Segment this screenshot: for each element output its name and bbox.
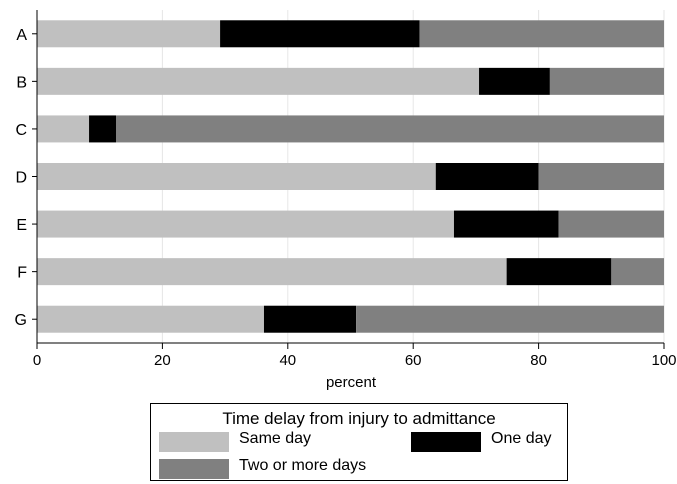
y-tick-label-E: E <box>16 217 27 234</box>
bar-C-two-or-more-days <box>116 115 664 143</box>
chart-plot: A B C D E F G 0 20 40 60 80 100 percent <box>15 10 677 391</box>
legend-item-same-day: Same day <box>159 430 312 452</box>
y-tick-label-D: D <box>15 170 27 187</box>
bars <box>37 20 664 333</box>
legend-label-two-or-more-days: Two or more days <box>239 457 367 474</box>
bar-B-same-day <box>37 67 480 95</box>
bar-G-one-day <box>263 305 357 333</box>
y-tick-label-B: B <box>16 74 27 91</box>
x-tick-label-100: 100 <box>651 352 676 369</box>
bar-B-one-day <box>479 67 550 95</box>
bar-A-two-or-more-days <box>419 20 664 48</box>
y-tick-label-C: C <box>15 122 27 139</box>
bar-G-same-day <box>37 305 264 333</box>
legend-item-two-or-more-days: Two or more days <box>159 457 367 479</box>
bar-D-one-day <box>435 163 539 190</box>
y-tick-label-F: F <box>17 265 27 282</box>
legend-title: Time delay from injury to admittance <box>222 409 496 428</box>
bar-E-two-or-more-days <box>558 210 664 238</box>
x-tick-label-0: 0 <box>33 352 41 369</box>
bar-E-same-day <box>37 210 454 238</box>
x-tick-label-20: 20 <box>154 352 171 369</box>
bar-A-same-day <box>37 20 221 48</box>
bar-C-one-day <box>89 115 117 143</box>
y-axis: A B C D E F G <box>15 10 38 343</box>
bar-A-one-day <box>220 20 420 48</box>
bar-D-same-day <box>37 163 436 190</box>
y-tick-label-G: G <box>15 312 27 329</box>
bar-C-same-day <box>37 115 90 143</box>
bar-E-one-day <box>453 210 559 238</box>
legend-label-same-day: Same day <box>239 430 312 447</box>
bar-D-two-or-more-days <box>538 163 664 190</box>
bar-G-two-or-more-days <box>356 305 664 333</box>
legend-label-one-day: One day <box>491 430 552 447</box>
x-tick-label-80: 80 <box>530 352 547 369</box>
legend-item-one-day: One day <box>411 430 552 452</box>
legend-swatch-same-day <box>159 432 229 452</box>
x-axis: 0 20 40 60 80 100 <box>33 342 677 369</box>
x-axis-label: percent <box>326 374 377 391</box>
bar-F-two-or-more-days <box>611 258 664 286</box>
x-tick-label-60: 60 <box>405 352 422 369</box>
legend-swatch-one-day <box>411 432 481 452</box>
y-tick-label-A: A <box>16 27 27 44</box>
legend-swatch-two-or-more-days <box>159 459 229 479</box>
x-tick-label-40: 40 <box>279 352 296 369</box>
bar-F-same-day <box>37 258 507 286</box>
bar-F-one-day <box>506 258 612 286</box>
bar-B-two-or-more-days <box>549 67 664 95</box>
legend: Time delay from injury to admittance Sam… <box>150 403 568 481</box>
